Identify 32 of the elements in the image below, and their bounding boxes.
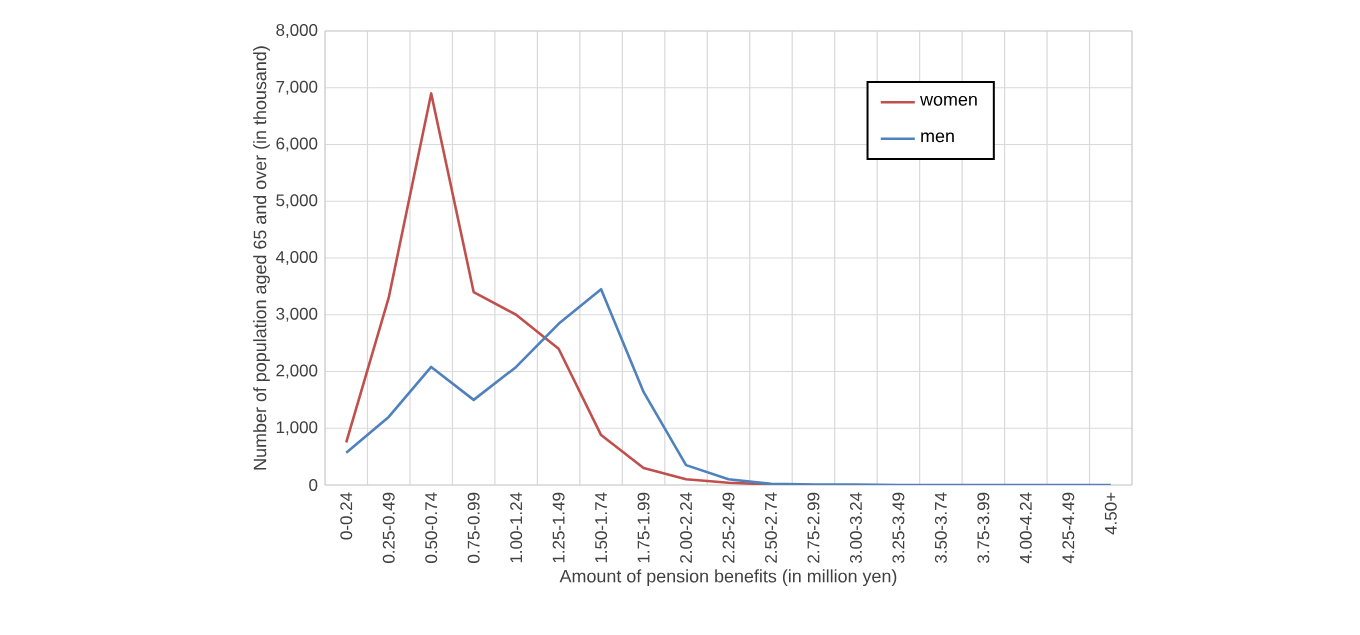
x-tick-label: 3.75-3.99 — [977, 492, 990, 563]
x-tick-label: 2.00-2.24 — [680, 492, 693, 563]
y-tick-label: 5,000 — [276, 194, 318, 209]
legend-label: women — [920, 95, 977, 106]
y-tick-label: 7,000 — [276, 80, 318, 95]
x-tick-label: 4.00-4.24 — [1019, 492, 1032, 564]
x-axis-title: Amount of pension benefits (in million yen) — [559, 569, 897, 587]
x-tick-label: 1.75-1.99 — [637, 492, 650, 563]
x-tick-label: 2.50-2.74 — [765, 492, 777, 563]
x-tick-label: 0.75-0.99 — [467, 492, 480, 563]
x-tick-label: 1.00-1.24 — [510, 492, 523, 563]
y-tick-label: 3,000 — [276, 307, 318, 322]
x-tick-label: 3.25-3.49 — [892, 492, 905, 563]
x-tick-label: 1.50-1.74 — [595, 492, 608, 563]
y-tick-label: 0 — [309, 479, 318, 491]
y-tick-label: 6,000 — [276, 137, 318, 152]
x-tick-label: 4.25-4.49 — [1062, 492, 1075, 564]
x-tick-label: 0-0.24 — [340, 492, 353, 540]
x-tick-label: 1.25-1.49 — [552, 492, 565, 563]
legend-label: men — [921, 132, 954, 143]
x-tick-label: 4.50+ — [1104, 492, 1117, 535]
y-tick-label: 8,000 — [276, 24, 318, 38]
y-axis-title: Number of population aged 65 and over (in thousand) — [253, 46, 270, 470]
y-tick-label: 1,000 — [276, 421, 318, 436]
x-tick-label: 3.00-3.24 — [849, 492, 862, 563]
x-tick-label: 2.75-2.99 — [807, 492, 820, 563]
x-tick-label: 3.50-3.74 — [934, 492, 947, 563]
x-tick-label: 0.25-0.49 — [382, 492, 395, 563]
x-tick-label: 0.50-0.74 — [425, 492, 438, 563]
y-tick-label: 2,000 — [276, 364, 318, 379]
x-tick-label: 2.25-2.49 — [722, 492, 735, 563]
y-tick-label: 4,000 — [275, 251, 318, 265]
